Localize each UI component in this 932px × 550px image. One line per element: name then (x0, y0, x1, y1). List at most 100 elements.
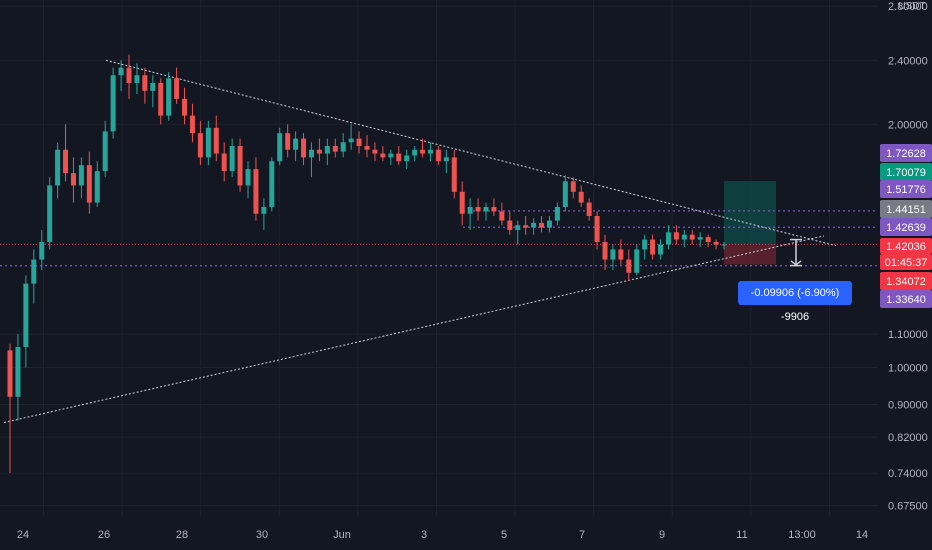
candle (507, 211, 513, 235)
price-tag: 1.33640 (880, 290, 932, 308)
candle-body (491, 207, 497, 212)
price-tag-label: 01:45:37 (885, 257, 928, 269)
candle-body (308, 149, 314, 158)
candle (451, 149, 457, 199)
candle (420, 138, 426, 158)
price-tags: 1.72628 1.70079 1.51776 1.44151 1.42639 1.420… (880, 144, 932, 308)
candle-body (634, 249, 640, 273)
candle (23, 275, 29, 368)
candle (562, 175, 568, 212)
candle (15, 334, 21, 421)
candle (388, 149, 394, 166)
candle-body (459, 191, 465, 214)
price-tag-bg (880, 272, 932, 290)
candle (515, 220, 521, 245)
candle (189, 103, 195, 143)
candle-body (63, 149, 69, 174)
candle (277, 127, 283, 166)
time-axis[interactable]: 24 26 28 30 Jun 3 5 7 9 11 13:00 14 (0, 518, 880, 550)
candle-body (261, 207, 267, 214)
candle-body (237, 145, 243, 186)
candle-body (578, 191, 584, 203)
candle (118, 60, 124, 91)
candle-body (23, 283, 29, 348)
candle-body (205, 127, 211, 158)
time-tick-label: 24 (17, 529, 29, 541)
price-tag-label: 1.42639 (886, 222, 926, 234)
candle-body (118, 67, 124, 76)
chart-grid (0, 0, 909, 516)
time-axis-bg (0, 518, 880, 550)
candle-body (102, 131, 108, 172)
candle-body (70, 173, 76, 186)
candle-body (515, 225, 521, 230)
quote-unit-label: USDT (898, 1, 926, 12)
price-tick-label: 2.00000 (888, 119, 928, 131)
candle-body (182, 98, 188, 116)
candle (213, 115, 219, 162)
price-tag: 01:45:37 (880, 254, 932, 270)
time-tick-label: 5 (501, 529, 507, 541)
candle (174, 67, 180, 104)
candle-body (467, 207, 473, 214)
trendlines[interactable] (3, 59, 837, 423)
candle (483, 202, 489, 221)
candle-body (570, 181, 576, 192)
candle (324, 138, 330, 166)
candle-body (86, 165, 92, 203)
candle (618, 239, 624, 265)
candle-body (372, 149, 378, 154)
price-tick-label: 0.82000 (888, 432, 928, 444)
candle (602, 234, 608, 271)
candle-body (689, 234, 695, 240)
candle-body (55, 149, 61, 186)
lower-trendline (3, 235, 825, 423)
measure-arrow (790, 238, 802, 267)
price-tick-label: 2.80000 (888, 1, 928, 13)
candle (356, 131, 362, 154)
candle (261, 198, 267, 230)
candle (634, 244, 640, 276)
candle-body (293, 138, 299, 150)
candle-body (713, 242, 719, 245)
candle (63, 124, 69, 182)
candle (70, 157, 76, 203)
candle-body (110, 75, 116, 132)
price-tag: 1.70079 (880, 163, 932, 181)
candle (110, 67, 116, 139)
measure-head (790, 260, 802, 266)
candle-body (427, 149, 433, 154)
target-zone (724, 181, 776, 245)
candle (55, 142, 61, 199)
candle-body (626, 259, 632, 273)
candle (269, 157, 275, 212)
candle (253, 157, 259, 221)
candle-body (650, 239, 656, 255)
price-tick-label: 0.90000 (888, 399, 928, 411)
candle (78, 157, 84, 199)
price-tick-label: 2.40000 (888, 55, 928, 67)
price-tick-label: 1.10000 (888, 329, 928, 341)
time-tick-label: 26 (98, 529, 110, 541)
candle-body (539, 222, 545, 228)
candle (523, 216, 529, 235)
candle (205, 120, 211, 166)
measure-label: -0.09906 (-6.90%) -9906 (738, 281, 852, 323)
price-tag-label: 1.51776 (886, 184, 926, 196)
candle (285, 124, 291, 158)
candle-body (340, 142, 346, 152)
candle (316, 138, 322, 162)
time-tick-label: 13:00 (788, 529, 816, 541)
candle-body (483, 207, 489, 212)
candle (158, 78, 164, 125)
candle (721, 242, 727, 250)
candle-body (356, 138, 362, 146)
candle-body (221, 153, 227, 172)
candle (332, 138, 338, 158)
price-tag-label: 1.70079 (886, 167, 926, 179)
time-tick-label: 11 (736, 529, 747, 541)
time-tick-label: 9 (659, 529, 665, 541)
long-position-tool[interactable] (724, 181, 776, 265)
candle-body (451, 157, 457, 192)
